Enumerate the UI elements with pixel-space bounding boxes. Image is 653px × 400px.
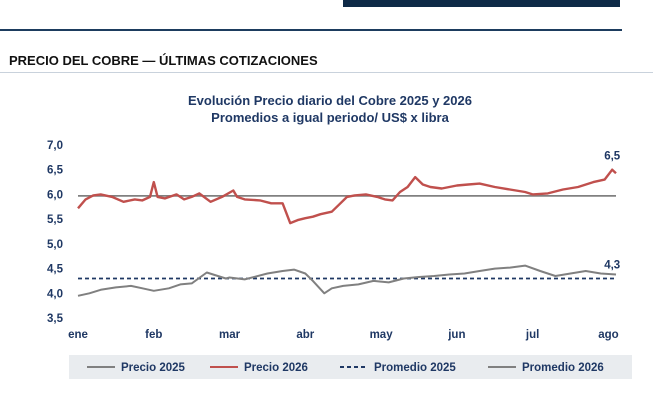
- x-tick-label: mar: [219, 329, 241, 341]
- series-line-precio-2025: [77, 264, 617, 297]
- x-tick-label: ene: [68, 329, 88, 341]
- x-tick-label: may: [370, 329, 394, 341]
- legend-label: Precio 2026: [244, 362, 308, 374]
- y-tick-label: 5,0: [47, 239, 63, 251]
- chart-title: Evolución Precio diario del Cobre 2025 y…: [188, 93, 472, 108]
- y-tick-label: 4,5: [47, 264, 64, 276]
- legend-label: Promedio 2025: [374, 362, 456, 374]
- data-label: 6,5: [604, 151, 621, 163]
- x-tick-label: jun: [447, 329, 465, 341]
- y-tick-label: 3,5: [47, 313, 64, 325]
- legend-label: Promedio 2026: [522, 362, 604, 374]
- x-tick-label: ago: [598, 329, 618, 341]
- y-tick-label: 5,5: [47, 214, 64, 226]
- legend-label: Precio 2025: [121, 362, 186, 374]
- x-tick-label: abr: [296, 329, 314, 341]
- y-tick-label: 4,0: [47, 288, 63, 300]
- data-label: 4,3: [604, 259, 620, 271]
- series-line-precio-2026: [77, 168, 617, 225]
- y-tick-label: 7,0: [47, 140, 63, 152]
- chart-subtitle: Promedios a igual periodo/ US$ x libra: [211, 110, 449, 125]
- x-tick-label: feb: [145, 329, 162, 341]
- y-tick-label: 6,0: [47, 189, 63, 201]
- header-divider: [0, 29, 622, 31]
- header-accent-bar: [343, 0, 620, 7]
- y-tick-label: 6,5: [47, 165, 64, 177]
- section-divider: [0, 72, 653, 73]
- x-tick-label: jul: [525, 329, 539, 341]
- section-title: PRECIO DEL COBRE — ÚLTIMAS COTIZACIONES: [9, 53, 318, 68]
